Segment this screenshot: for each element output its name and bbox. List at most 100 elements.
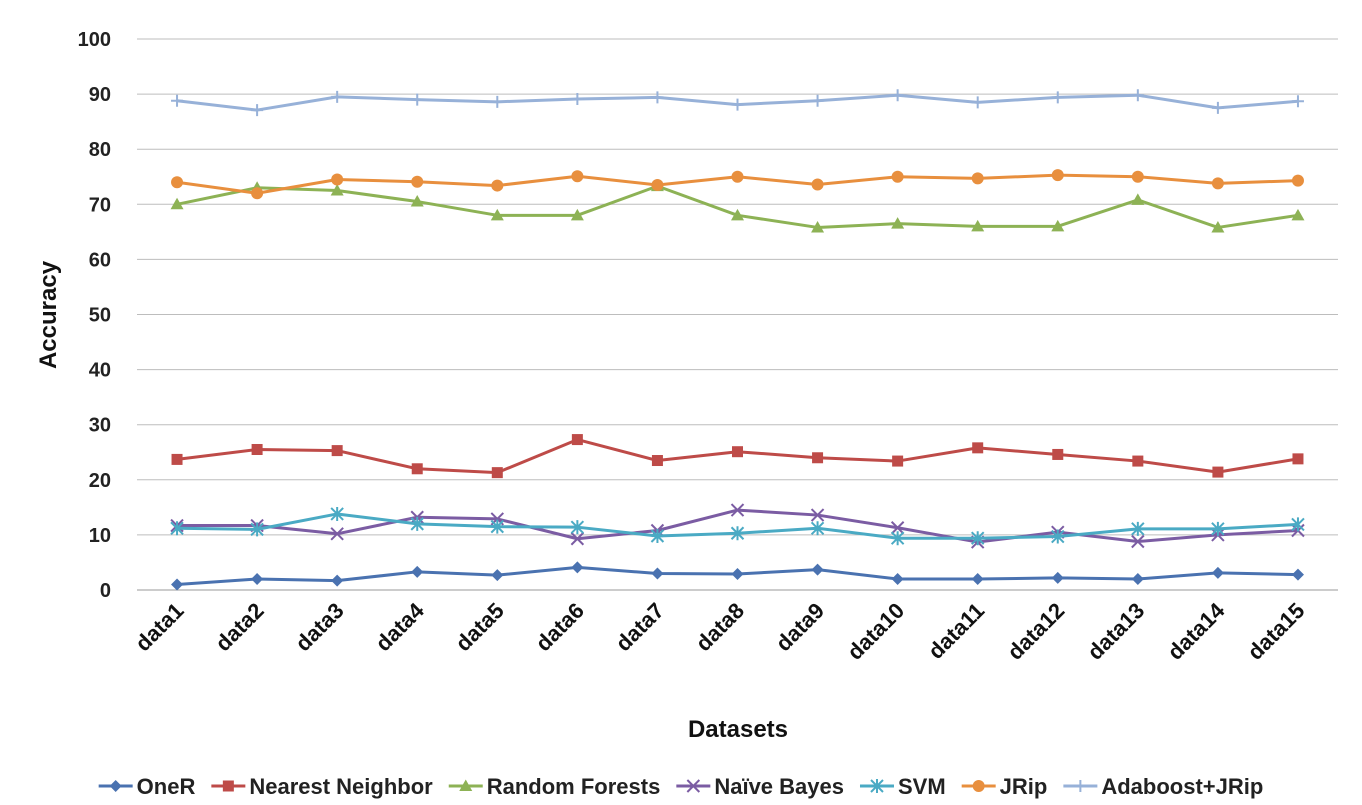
legend-item-na-ve-bayes: Naïve Bayes	[676, 774, 844, 799]
series-random-forests	[170, 179, 1305, 233]
y-tick-label: 70	[89, 194, 111, 216]
y-axis-ticks: 0 10 20 30 40 50 60 70 80 90 100	[78, 29, 111, 602]
data-point-oner	[1051, 571, 1064, 584]
data-point-oner	[811, 563, 824, 576]
data-point-nearest-neighbor	[1052, 448, 1064, 460]
data-point-jrip	[251, 187, 264, 200]
data-point-nearest-neighbor	[491, 467, 503, 479]
data-point-oner	[891, 572, 904, 585]
data-point-adaboost-jrip	[1051, 91, 1064, 104]
y-tick-label: 60	[89, 249, 111, 271]
data-point-nearest-neighbor	[972, 442, 984, 454]
x-tick-label: data3	[290, 598, 348, 656]
data-point-adaboost-jrip	[891, 89, 904, 102]
x-tick-label: data5	[451, 598, 509, 656]
data-point-adaboost-jrip	[1211, 101, 1224, 114]
data-point-na-ve-bayes	[330, 527, 344, 541]
data-point-adaboost-jrip	[571, 93, 584, 106]
x-tick-label: data13	[1082, 598, 1149, 665]
grid-lines	[137, 38, 1338, 591]
data-point-nearest-neighbor	[651, 455, 663, 467]
legend-label: Adaboost+JRip	[1101, 774, 1263, 799]
data-point-svm	[490, 519, 505, 534]
data-point-jrip	[1131, 170, 1144, 183]
legend-item-svm: SVM	[859, 774, 946, 799]
x-tick-label: data11	[923, 598, 989, 664]
y-tick-label: 20	[89, 470, 111, 492]
data-point-svm	[890, 531, 905, 546]
legend-swatch-marker	[972, 780, 985, 792]
data-point-random-forests	[1211, 220, 1225, 233]
legend-swatch-marker	[222, 780, 234, 792]
legend-item-nearest-neighbor: Nearest Neighbor	[211, 774, 433, 799]
legend-label: JRip	[1000, 774, 1048, 799]
data-point-oner	[1131, 572, 1144, 585]
legend-label: OneR	[137, 774, 196, 799]
legend-swatch-marker	[459, 779, 473, 791]
data-point-oner	[1211, 566, 1224, 579]
legend: OneR Nearest Neighbor Random Forests Naïve …	[98, 774, 1263, 799]
legend-label: Nearest Neighbor	[249, 774, 433, 799]
data-point-oner	[331, 574, 344, 587]
x-tick-label: data8	[691, 598, 749, 656]
x-axis-title: Datasets	[688, 716, 788, 743]
data-point-adaboost-jrip	[971, 96, 984, 109]
data-point-adaboost-jrip	[251, 104, 264, 117]
data-point-oner	[1291, 568, 1304, 581]
legend-item-random-forests: Random Forests	[448, 774, 661, 799]
data-point-oner	[411, 565, 424, 578]
data-point-random-forests	[410, 195, 424, 207]
data-point-jrip	[331, 173, 344, 186]
y-axis-title: Accuracy	[35, 260, 62, 369]
data-point-jrip	[731, 170, 744, 183]
data-point-jrip	[491, 179, 504, 192]
legend-item-jrip: JRip	[961, 774, 1048, 799]
data-point-random-forests	[1131, 193, 1145, 205]
data-point-svm	[1131, 521, 1145, 536]
data-point-adaboost-jrip	[811, 94, 824, 107]
x-tick-label: data4	[370, 597, 429, 656]
data-point-random-forests	[1291, 208, 1305, 221]
data-point-adaboost-jrip	[731, 98, 744, 111]
data-point-random-forests	[811, 220, 825, 233]
legend-item-oner: OneR	[98, 774, 196, 799]
data-point-random-forests	[1051, 219, 1065, 232]
data-point-nearest-neighbor	[411, 463, 423, 475]
data-point-na-ve-bayes	[890, 521, 905, 535]
data-point-random-forests	[971, 219, 985, 232]
data-point-svm	[730, 526, 745, 541]
x-tick-label: data14	[1162, 597, 1230, 665]
series-svm	[170, 506, 1305, 546]
legend-label: Random Forests	[487, 774, 661, 799]
data-point-nearest-neighbor	[1132, 455, 1144, 467]
data-point-na-ve-bayes	[730, 503, 745, 517]
data-point-random-forests	[170, 197, 184, 210]
y-tick-label: 50	[89, 305, 111, 327]
x-tick-label: data12	[1002, 598, 1069, 665]
data-point-oner	[491, 569, 504, 582]
x-tick-label: data7	[611, 598, 669, 656]
data-point-adaboost-jrip	[331, 90, 344, 103]
data-point-na-ve-bayes	[1131, 534, 1145, 549]
data-point-nearest-neighbor	[732, 446, 743, 458]
data-point-nearest-neighbor	[331, 445, 343, 457]
y-tick-label: 10	[89, 525, 111, 547]
data-point-jrip	[971, 172, 984, 185]
data-point-svm	[330, 506, 344, 521]
data-point-svm	[250, 522, 264, 537]
data-point-nearest-neighbor	[171, 453, 183, 465]
y-tick-label: 80	[89, 139, 111, 161]
legend-label: SVM	[898, 774, 946, 799]
data-point-jrip	[171, 176, 184, 189]
x-tick-label: data2	[210, 598, 268, 656]
legend-swatch-marker	[109, 780, 122, 792]
x-tick-label: data10	[842, 598, 909, 665]
data-point-jrip	[411, 175, 424, 188]
data-point-jrip	[1051, 169, 1064, 182]
legend-swatch-marker	[870, 779, 884, 793]
data-point-oner	[251, 572, 264, 585]
series-oner	[171, 561, 1304, 591]
series-group	[170, 89, 1305, 591]
data-point-random-forests	[891, 217, 905, 229]
data-point-svm	[170, 521, 184, 536]
